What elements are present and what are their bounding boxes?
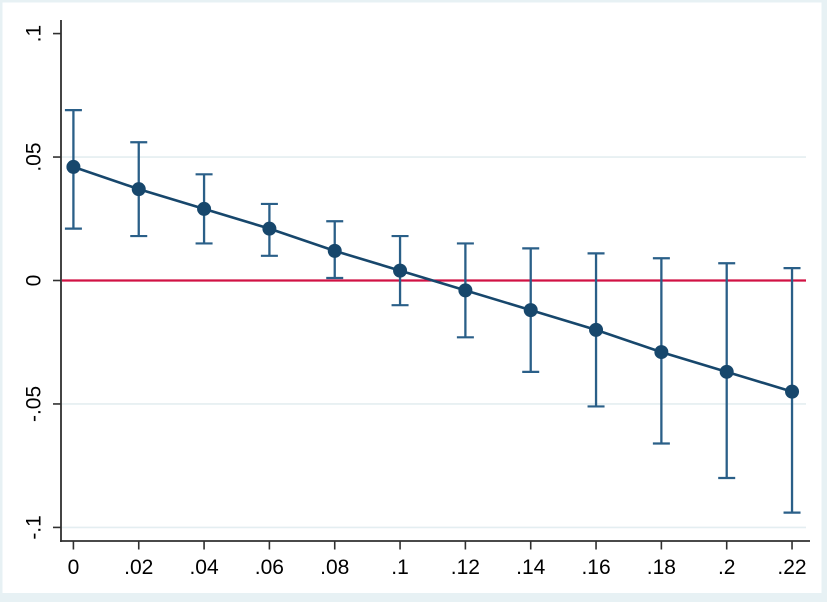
data-point-marker <box>262 221 277 236</box>
x-tick-label: .12 <box>451 556 480 579</box>
x-tick-label: .06 <box>255 556 284 579</box>
x-tick-label: .18 <box>647 556 676 579</box>
data-point-marker <box>197 201 212 216</box>
trend-line <box>72 165 793 393</box>
x-tick-label: .08 <box>320 556 349 579</box>
data-point-marker <box>131 182 146 197</box>
x-tick-label: .02 <box>124 556 153 579</box>
data-point-marker <box>327 243 342 258</box>
data-point-marker <box>785 384 800 399</box>
data-point-marker <box>393 263 408 278</box>
x-tick-label: .22 <box>777 556 806 579</box>
y-tick-label: -.1 <box>22 515 45 540</box>
figure-frame-left <box>0 0 3 602</box>
x-tick-label: 0 <box>68 556 80 579</box>
data-point-marker <box>719 364 734 379</box>
data-point-marker <box>66 159 81 174</box>
x-tick-label: .04 <box>189 556 219 579</box>
y-tick-label: .05 <box>22 142 45 171</box>
y-tick-label: .1 <box>22 25 45 43</box>
x-tick-label: .2 <box>718 556 736 579</box>
data-point-marker <box>654 345 669 360</box>
figure-frame-bottom <box>0 593 827 602</box>
y-tick-label: -.05 <box>22 386 45 422</box>
figure-frame-right <box>821 0 827 602</box>
x-tick-label: .14 <box>516 556 546 579</box>
data-point-marker <box>458 283 473 298</box>
y-tick-label: 0 <box>22 275 45 287</box>
data-point-marker <box>589 322 604 337</box>
figure-frame-top <box>0 0 827 3</box>
x-tick-label: .16 <box>581 556 610 579</box>
data-point-marker <box>523 303 538 318</box>
x-tick-label: .1 <box>391 556 409 579</box>
